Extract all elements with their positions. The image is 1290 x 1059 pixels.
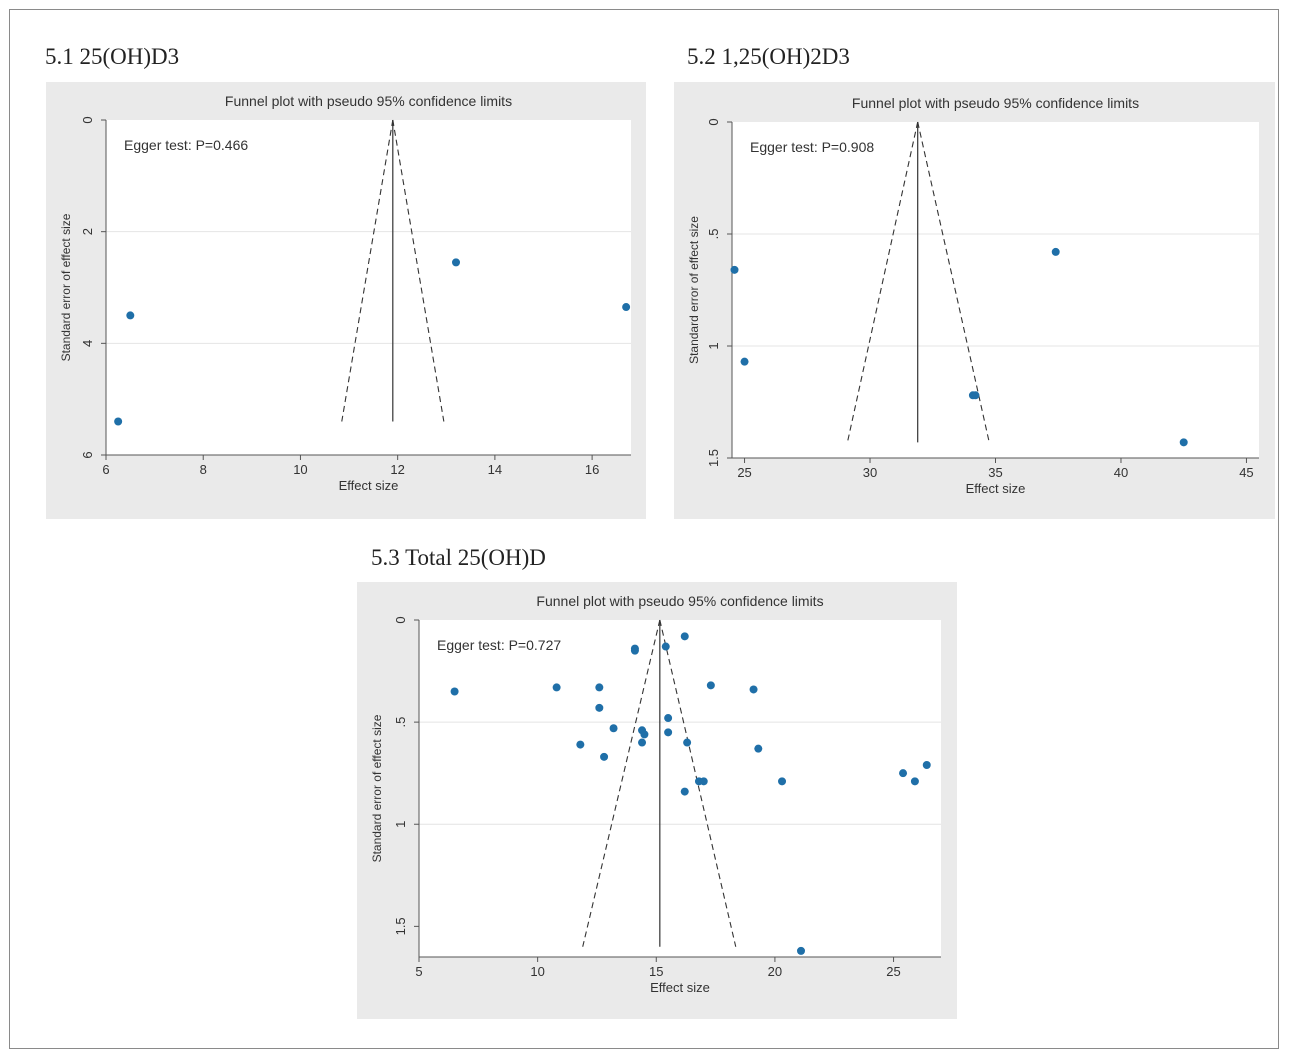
figure-frame [9,9,1279,1049]
x-tick-label: 5 [415,964,422,979]
funnel-right-limit [917,121,990,443]
x-tick-label: 8 [200,462,207,477]
plot-area [732,122,1259,458]
x-tick-label: 12 [390,462,404,477]
data-point [680,787,689,796]
data-point [450,687,459,696]
data-point [706,681,715,690]
funnel-plot-total-25ohd: Funnel plot with pseudo 95% confidence l… [357,582,957,1019]
data-point [595,683,604,692]
data-point [664,728,673,737]
y-tick-label: 0 [393,616,408,623]
data-point [1179,438,1188,447]
funnel-plot-125ohd3: Funnel plot with pseudo 95% confidence l… [674,82,1275,519]
x-axis-label: Effect size [339,478,399,493]
chart-title: Funnel plot with pseudo 95% confidence l… [536,593,823,609]
data-point [664,714,673,723]
y-tick-label: 0 [706,118,721,125]
y-tick-label: 1.5 [706,449,721,467]
data-point [1051,247,1060,256]
data-point [754,744,763,753]
funnel-plot-25ohd3: Funnel plot with pseudo 95% confidence l… [46,82,646,519]
data-point [922,761,931,770]
data-point [622,303,631,312]
data-point [699,777,708,786]
data-point [576,740,585,749]
data-point [899,769,908,778]
data-point [661,642,670,651]
data-point [638,738,647,747]
y-tick-label: 1 [393,821,408,828]
funnel-right-limit [392,119,445,422]
x-tick-label: 14 [488,462,502,477]
x-tick-label: 25 [737,465,751,480]
y-tick-label: 4 [80,340,95,347]
x-tick-label: 30 [863,465,877,480]
x-tick-label: 35 [988,465,1002,480]
y-tick-label: 1.5 [393,917,408,935]
data-point [971,391,980,400]
y-axis-label: Standard error of effect size [59,213,73,361]
y-tick-label: 6 [80,451,95,458]
y-axis-label: Standard error of effect size [687,216,701,364]
plot-area [419,620,941,957]
x-tick-label: 16 [585,462,599,477]
egger-test-annotation: Egger test: P=0.727 [437,637,561,653]
data-point [740,357,749,366]
x-axis-label: Effect size [650,980,710,995]
x-tick-label: 10 [293,462,307,477]
data-point [640,730,649,739]
data-point [630,646,639,655]
y-tick-label: 1 [706,342,721,349]
y-tick-label: .5 [393,717,408,728]
y-tick-label: .5 [706,229,721,240]
funnel-right-limit [659,619,737,947]
data-point [910,777,919,786]
data-point [730,265,739,274]
y-tick-label: 0 [80,116,95,123]
data-point [126,311,135,320]
data-point [609,724,618,733]
data-point [680,632,689,641]
data-point [114,417,123,426]
x-tick-label: 25 [886,964,900,979]
data-point [778,777,787,786]
x-tick-label: 10 [530,964,544,979]
x-tick-label: 20 [768,964,782,979]
panel-title-5-3: 5.3 Total 25(OH)D [371,545,546,570]
data-point [749,685,758,694]
funnel-left-limit [846,121,919,443]
x-tick-label: 6 [102,462,109,477]
x-tick-label: 40 [1114,465,1128,480]
data-point [595,703,604,712]
panel-title-5-2: 5.2 1,25(OH)2D3 [687,44,850,69]
x-tick-label: 15 [649,964,663,979]
data-point [683,738,692,747]
y-axis-label: Standard error of effect size [370,714,384,862]
data-point [552,683,561,692]
chart-title: Funnel plot with pseudo 95% confidence l… [852,95,1139,111]
data-point [797,946,806,955]
data-point [452,258,460,267]
y-tick-label: 2 [80,228,95,235]
funnel-left-limit [341,119,394,422]
egger-test-annotation: Egger test: P=0.908 [750,139,874,155]
panel-title-5-1: 5.1 25(OH)D3 [45,44,180,69]
x-tick-label: 45 [1239,465,1253,480]
data-point [600,752,609,761]
egger-test-annotation: Egger test: P=0.466 [124,137,248,153]
plot-area [106,120,631,455]
funnel-left-limit [582,619,661,947]
chart-title: Funnel plot with pseudo 95% confidence l… [225,93,512,109]
x-axis-label: Effect size [966,481,1026,496]
